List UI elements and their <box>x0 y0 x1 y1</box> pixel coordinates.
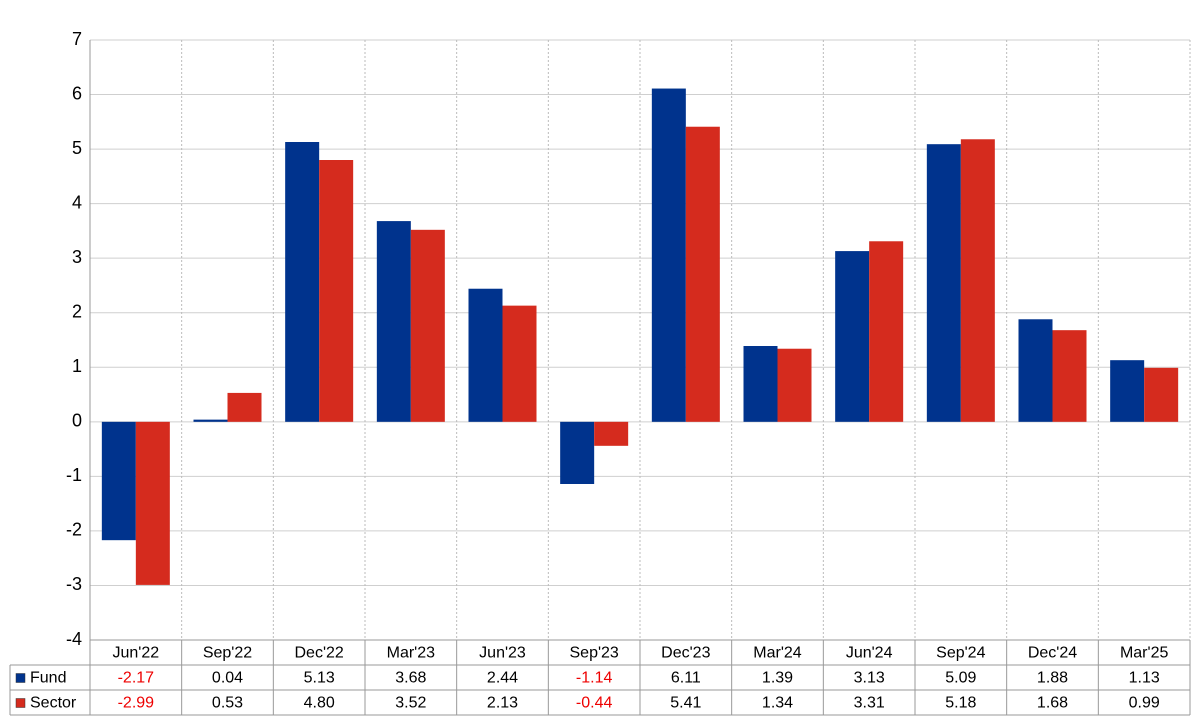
table-value: 3.13 <box>854 670 885 687</box>
table-value: 5.41 <box>670 695 701 712</box>
y-tick-label: 5 <box>72 138 82 158</box>
bar <box>285 142 320 422</box>
bar <box>777 348 812 422</box>
x-tick-label: Sep'23 <box>570 645 619 662</box>
table-value: 5.18 <box>945 695 976 712</box>
legend-label: Sector <box>30 695 77 712</box>
bar <box>1110 360 1145 422</box>
bar <box>743 346 778 422</box>
x-tick-label: Jun'24 <box>846 645 893 662</box>
table-value: 4.80 <box>304 695 335 712</box>
x-tick-label: Mar'23 <box>387 645 436 662</box>
table-value: -0.44 <box>576 695 613 712</box>
table-value: 1.39 <box>762 670 793 687</box>
y-tick-label: 3 <box>72 247 82 267</box>
x-tick-label: Dec'23 <box>661 645 710 662</box>
table-value: 2.44 <box>487 670 518 687</box>
table-value: 3.52 <box>395 695 426 712</box>
x-tick-label: Mar'25 <box>1120 645 1169 662</box>
x-tick-label: Sep'22 <box>203 645 252 662</box>
legend-swatch <box>15 698 26 708</box>
table-value: 3.68 <box>395 670 426 687</box>
bar <box>227 392 262 422</box>
bar <box>1018 319 1053 422</box>
bar <box>502 305 537 422</box>
table-value: -2.17 <box>118 670 155 687</box>
y-tick-label: -3 <box>66 574 82 594</box>
x-tick-label: Jun'23 <box>479 645 526 662</box>
y-tick-label: -4 <box>66 629 82 649</box>
table-value: 0.99 <box>1129 695 1160 712</box>
y-tick-label: 6 <box>72 83 82 103</box>
y-tick-label: 2 <box>72 301 82 321</box>
bar <box>960 139 995 422</box>
table-value: 3.31 <box>854 695 885 712</box>
bar <box>651 88 686 422</box>
x-tick-label: Sep'24 <box>936 645 985 662</box>
y-tick-label: 7 <box>72 29 82 49</box>
legend-label: Fund <box>30 670 66 687</box>
table-value: -2.99 <box>118 695 155 712</box>
table-value: 1.34 <box>762 695 793 712</box>
bar <box>869 241 904 422</box>
table-value: 5.09 <box>945 670 976 687</box>
table-value: 5.13 <box>304 670 335 687</box>
table-value: 6.11 <box>671 670 701 687</box>
bar <box>376 221 411 422</box>
y-tick-label: 1 <box>72 356 82 376</box>
bar <box>560 421 595 484</box>
y-tick-label: -2 <box>66 520 82 540</box>
table-value: 0.53 <box>212 695 243 712</box>
bar <box>835 251 870 422</box>
legend-swatch <box>15 673 26 683</box>
bar <box>926 144 961 422</box>
table-value: 1.68 <box>1037 695 1068 712</box>
bar <box>410 229 445 422</box>
x-tick-label: Dec'22 <box>295 645 344 662</box>
x-tick-label: Dec'24 <box>1028 645 1077 662</box>
bar <box>319 160 354 422</box>
y-tick-label: 4 <box>72 192 82 212</box>
table-value: 2.13 <box>487 695 518 712</box>
bar <box>594 421 629 446</box>
x-tick-label: Mar'24 <box>753 645 802 662</box>
bar <box>685 126 720 422</box>
bar <box>193 419 228 422</box>
y-tick-label: -1 <box>66 465 82 485</box>
table-value: 1.13 <box>1129 670 1160 687</box>
bar <box>135 421 170 585</box>
table-value: -1.14 <box>576 670 613 687</box>
bar <box>468 288 503 422</box>
bar <box>1052 330 1087 422</box>
x-tick-label: Jun'22 <box>113 645 160 662</box>
table-value: 0.04 <box>212 670 243 687</box>
bar <box>1144 367 1179 422</box>
table-value: 1.88 <box>1037 670 1068 687</box>
bar <box>101 421 136 541</box>
y-tick-label: 0 <box>72 411 82 431</box>
